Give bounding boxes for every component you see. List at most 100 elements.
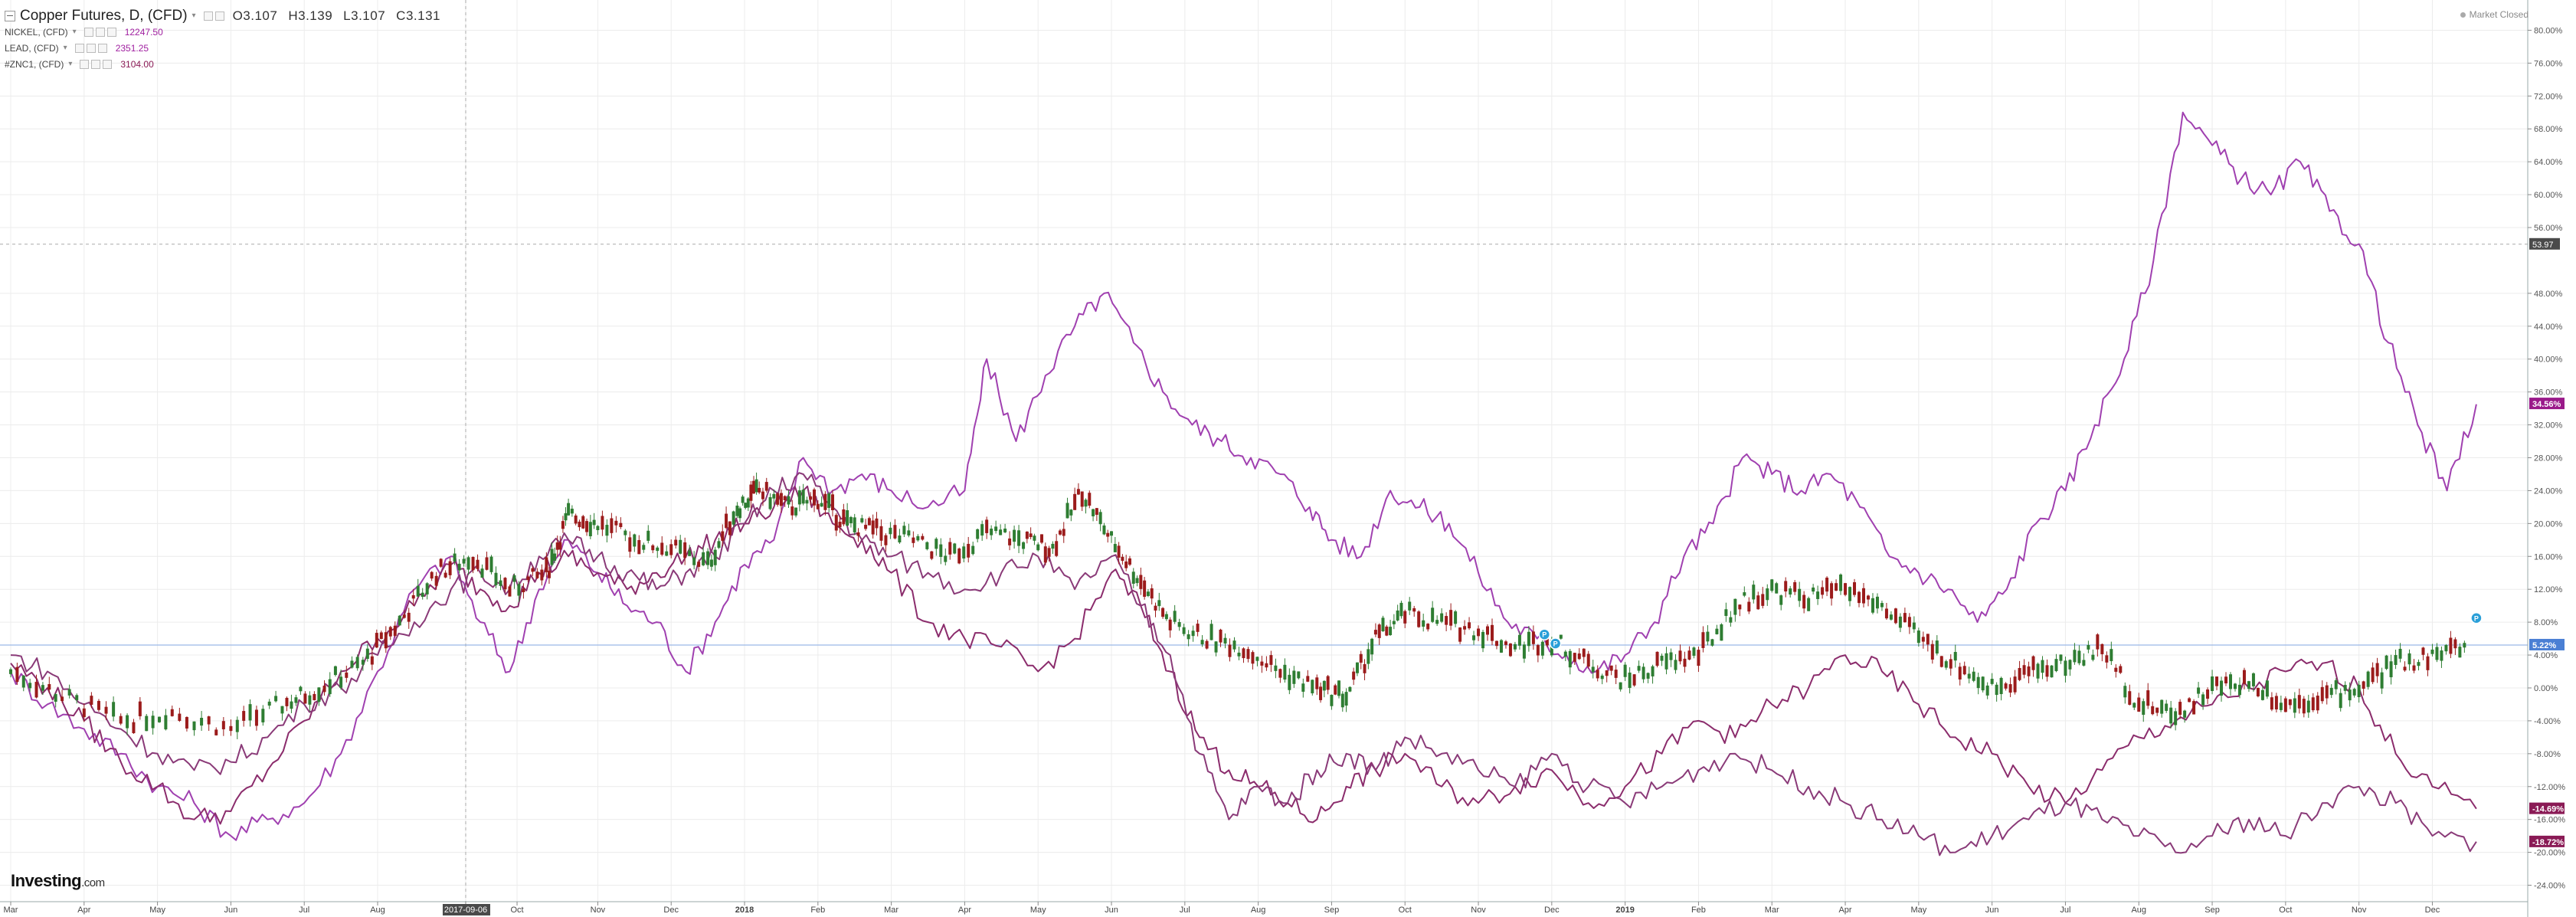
candle-body bbox=[1499, 640, 1503, 653]
candle-body bbox=[1412, 608, 1416, 612]
candle-body bbox=[1907, 617, 1911, 627]
candle-body bbox=[214, 729, 218, 735]
chevron-down-icon[interactable]: ▾ bbox=[63, 44, 67, 52]
candle-body bbox=[953, 543, 957, 554]
candle-body bbox=[864, 525, 868, 529]
settings-icon[interactable] bbox=[203, 11, 213, 21]
x-tick-label: 2019 bbox=[1615, 906, 1634, 915]
series-controls[interactable] bbox=[203, 11, 227, 21]
candle-body bbox=[2073, 650, 2077, 663]
candle-body bbox=[1352, 671, 1356, 680]
candle-body bbox=[898, 535, 902, 543]
x-tick-label: Apr bbox=[77, 906, 90, 915]
chevron-down-icon[interactable]: ▾ bbox=[191, 11, 196, 20]
x-tick-label: Dec bbox=[2425, 906, 2440, 915]
candle-body bbox=[1449, 610, 1453, 626]
candle-body bbox=[1033, 535, 1036, 541]
candle-body bbox=[416, 585, 420, 597]
candle-body bbox=[1092, 509, 1095, 516]
settings-icon[interactable] bbox=[83, 27, 93, 37]
candle-body bbox=[317, 687, 321, 702]
y-tick-label: 76.00% bbox=[2534, 59, 2563, 68]
chevron-down-icon[interactable]: ▾ bbox=[72, 28, 77, 36]
hide-icon[interactable] bbox=[95, 27, 105, 37]
candle-body bbox=[889, 527, 892, 535]
x-tick-label: Jul bbox=[299, 906, 309, 915]
y-tick-label: 64.00% bbox=[2534, 158, 2563, 167]
collapse-legend-icon[interactable] bbox=[5, 10, 15, 21]
candle-body bbox=[1196, 624, 1200, 632]
close-icon[interactable] bbox=[103, 59, 113, 69]
candle-body bbox=[1586, 653, 1590, 667]
candle-body bbox=[303, 693, 307, 704]
candle-body bbox=[1260, 661, 1264, 666]
candle-body bbox=[2022, 665, 2026, 675]
close-icon[interactable] bbox=[106, 27, 116, 37]
y-tick-label: 28.00% bbox=[2534, 454, 2563, 463]
candle-body bbox=[884, 535, 888, 545]
x-axis: Mar Apr May Jun Jul Aug 2017-09-06 Oct Nov Dec 201… bbox=[0, 901, 2528, 915]
event-marker-icon bbox=[1549, 637, 1562, 650]
candle-body bbox=[1990, 679, 1994, 684]
x-tick-label: Mar bbox=[884, 906, 898, 915]
chevron-down-icon[interactable]: ▾ bbox=[68, 60, 73, 68]
candle-body bbox=[902, 526, 906, 535]
candle-body bbox=[1117, 545, 1121, 558]
candle-body bbox=[2316, 696, 2319, 711]
candle-body bbox=[393, 625, 397, 636]
candle-body bbox=[294, 697, 298, 703]
close-icon[interactable] bbox=[97, 43, 107, 53]
candle-body bbox=[2458, 647, 2462, 658]
candle-body bbox=[1187, 634, 1190, 640]
candle-body bbox=[104, 706, 108, 714]
series-line-3 bbox=[10, 472, 2477, 856]
x-tick-label: Jun bbox=[1105, 906, 1118, 915]
candle-body bbox=[1359, 653, 1363, 663]
candle-body bbox=[1848, 587, 1852, 601]
hide-icon[interactable] bbox=[91, 59, 101, 69]
candle-body bbox=[1784, 581, 1788, 592]
candle-body bbox=[761, 491, 764, 499]
candle-body bbox=[1582, 648, 1586, 657]
candle-body bbox=[967, 543, 971, 558]
y-tick-label: 36.00% bbox=[2534, 388, 2563, 398]
candle-body bbox=[2293, 698, 2296, 713]
candle-body bbox=[1953, 652, 1957, 661]
hide-icon[interactable] bbox=[86, 43, 96, 53]
candle-body bbox=[1322, 680, 1326, 691]
y-tick-label: 56.00% bbox=[2534, 224, 2563, 233]
compare-controls[interactable] bbox=[74, 43, 110, 53]
candle-body bbox=[787, 496, 790, 505]
candle-body bbox=[2366, 671, 2370, 687]
settings-icon[interactable] bbox=[74, 43, 84, 53]
candle-body bbox=[619, 522, 623, 527]
ohlc-low: L3.107 bbox=[343, 8, 386, 23]
candle-body bbox=[365, 648, 369, 660]
candle-body bbox=[2142, 701, 2146, 716]
candle-body bbox=[508, 586, 512, 597]
compare-controls[interactable] bbox=[83, 27, 119, 37]
candle-body bbox=[1076, 489, 1080, 495]
candle-body bbox=[407, 612, 411, 622]
settings-icon[interactable] bbox=[80, 59, 90, 69]
candle-body bbox=[1609, 665, 1613, 671]
candle-body bbox=[1065, 503, 1069, 519]
candle-body bbox=[430, 571, 434, 579]
candle-body bbox=[471, 556, 475, 571]
candle-body bbox=[2279, 702, 2283, 710]
candle-body bbox=[1200, 640, 1204, 645]
candle-body bbox=[717, 541, 721, 549]
compare-controls[interactable] bbox=[80, 59, 114, 69]
candle-body bbox=[2435, 647, 2439, 660]
candle-body bbox=[522, 588, 525, 592]
logo-suffix: .com bbox=[81, 876, 105, 889]
candle-body bbox=[2348, 689, 2352, 701]
hide-icon[interactable] bbox=[214, 11, 224, 21]
candle-body bbox=[934, 539, 938, 549]
candle-body bbox=[570, 509, 574, 514]
candle-body bbox=[660, 542, 664, 555]
candle-body bbox=[361, 660, 365, 665]
candle-body bbox=[2426, 656, 2430, 670]
candle-body bbox=[550, 549, 554, 565]
